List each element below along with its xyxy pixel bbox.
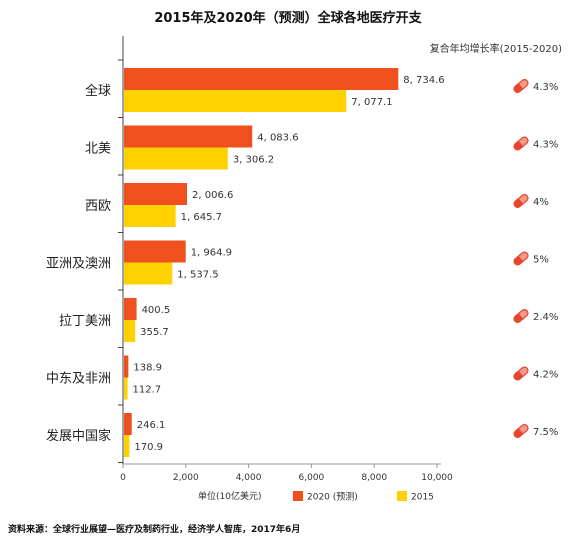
bar-2020 — [124, 240, 186, 263]
bar-2020 — [124, 68, 399, 90]
legend-swatch — [397, 491, 407, 501]
cagr-value: 7.5% — [533, 427, 558, 438]
pill-icon — [513, 79, 529, 93]
value-label: 2, 006.6 — [192, 190, 233, 201]
bar-2015 — [124, 262, 173, 285]
cagr-value: 4.3% — [533, 140, 558, 151]
value-label: 246.1 — [137, 420, 166, 431]
value-label: 1, 645.7 — [181, 212, 222, 223]
axes: 0 2,000 4,000 6,000 8,000 10,000 — [118, 36, 453, 483]
x-tick-label: 2,000 — [173, 473, 199, 483]
category-label: 拉丁美洲 — [59, 314, 111, 329]
bars — [124, 68, 399, 457]
bar-2015 — [124, 205, 176, 227]
value-label: 112.7 — [133, 385, 162, 396]
value-label: 400.5 — [142, 305, 171, 316]
cagr-header: 复合年均增长率(2015-2020) — [429, 44, 562, 55]
value-label: 7, 077.1 — [351, 97, 392, 108]
bar-2020 — [124, 298, 137, 320]
cagr-value: 4% — [533, 197, 549, 208]
cagr-value: 4.2% — [533, 370, 558, 381]
pill-icon — [513, 366, 529, 381]
value-label: 1, 964.9 — [191, 248, 232, 259]
category-label: 北美 — [85, 142, 111, 157]
category-label: 中东及非洲 — [46, 372, 111, 387]
bar-2015 — [124, 90, 347, 112]
category-label: 亚洲及澳洲 — [46, 256, 111, 272]
value-label: 138.9 — [133, 363, 162, 374]
cagr-column: 4.3% 4.3% 4% 5% 2.4% 4.2% 7.5% — [513, 79, 558, 438]
value-labels: 8, 734.6 7, 077.1 4, 083.6 3, 306.2 2, 006.6… — [133, 75, 445, 453]
x-tick-label: 4,000 — [236, 473, 262, 483]
bar-2020 — [124, 183, 188, 205]
category-label: 西欧 — [85, 199, 111, 214]
value-label: 4, 083.6 — [257, 133, 298, 144]
value-label: 1, 537.5 — [177, 270, 218, 281]
legend-label: 2020 (预测) — [307, 492, 358, 503]
source-note: 资料来源：全球行业展望—医疗及制药行业，经济学人智库，2017年6月 — [8, 525, 301, 535]
pill-icon — [513, 424, 529, 438]
category-label: 发展中国家 — [46, 428, 111, 444]
category-label: 全球 — [85, 83, 111, 99]
cagr-value: 4.3% — [533, 82, 558, 93]
x-tick-label: 0 — [120, 473, 126, 483]
legend: 单位(10亿美元) 2020 (预测) 2015 — [198, 490, 434, 503]
x-axis-title: 单位(10亿美元) — [198, 490, 261, 502]
bar-2015 — [124, 435, 130, 457]
value-label: 8, 734.6 — [403, 75, 444, 86]
bar-2015 — [124, 377, 128, 400]
pill-icon — [513, 309, 529, 323]
x-tick-label: 8,000 — [361, 473, 387, 483]
bar-2020 — [124, 413, 132, 435]
x-tick-label: 6,000 — [299, 473, 325, 483]
pill-icon — [513, 136, 529, 151]
value-label: 355.7 — [140, 327, 169, 338]
pill-icon — [513, 251, 529, 266]
cagr-value: 5% — [533, 255, 549, 266]
value-label: 3, 306.2 — [233, 155, 274, 166]
legend-label: 2015 — [411, 493, 434, 503]
x-tick-label: 10,000 — [421, 473, 453, 483]
bar-2020 — [124, 125, 253, 148]
bar-2020 — [124, 355, 129, 378]
cagr-value: 2.4% — [533, 312, 558, 323]
chart-title: 2015年及2020年（预测）全球各地医疗开支 — [154, 11, 422, 26]
pill-icon — [513, 194, 529, 208]
bar-2015 — [124, 147, 228, 170]
legend-swatch — [293, 491, 303, 501]
value-label: 170.9 — [134, 442, 163, 453]
bar-2015 — [124, 320, 136, 342]
